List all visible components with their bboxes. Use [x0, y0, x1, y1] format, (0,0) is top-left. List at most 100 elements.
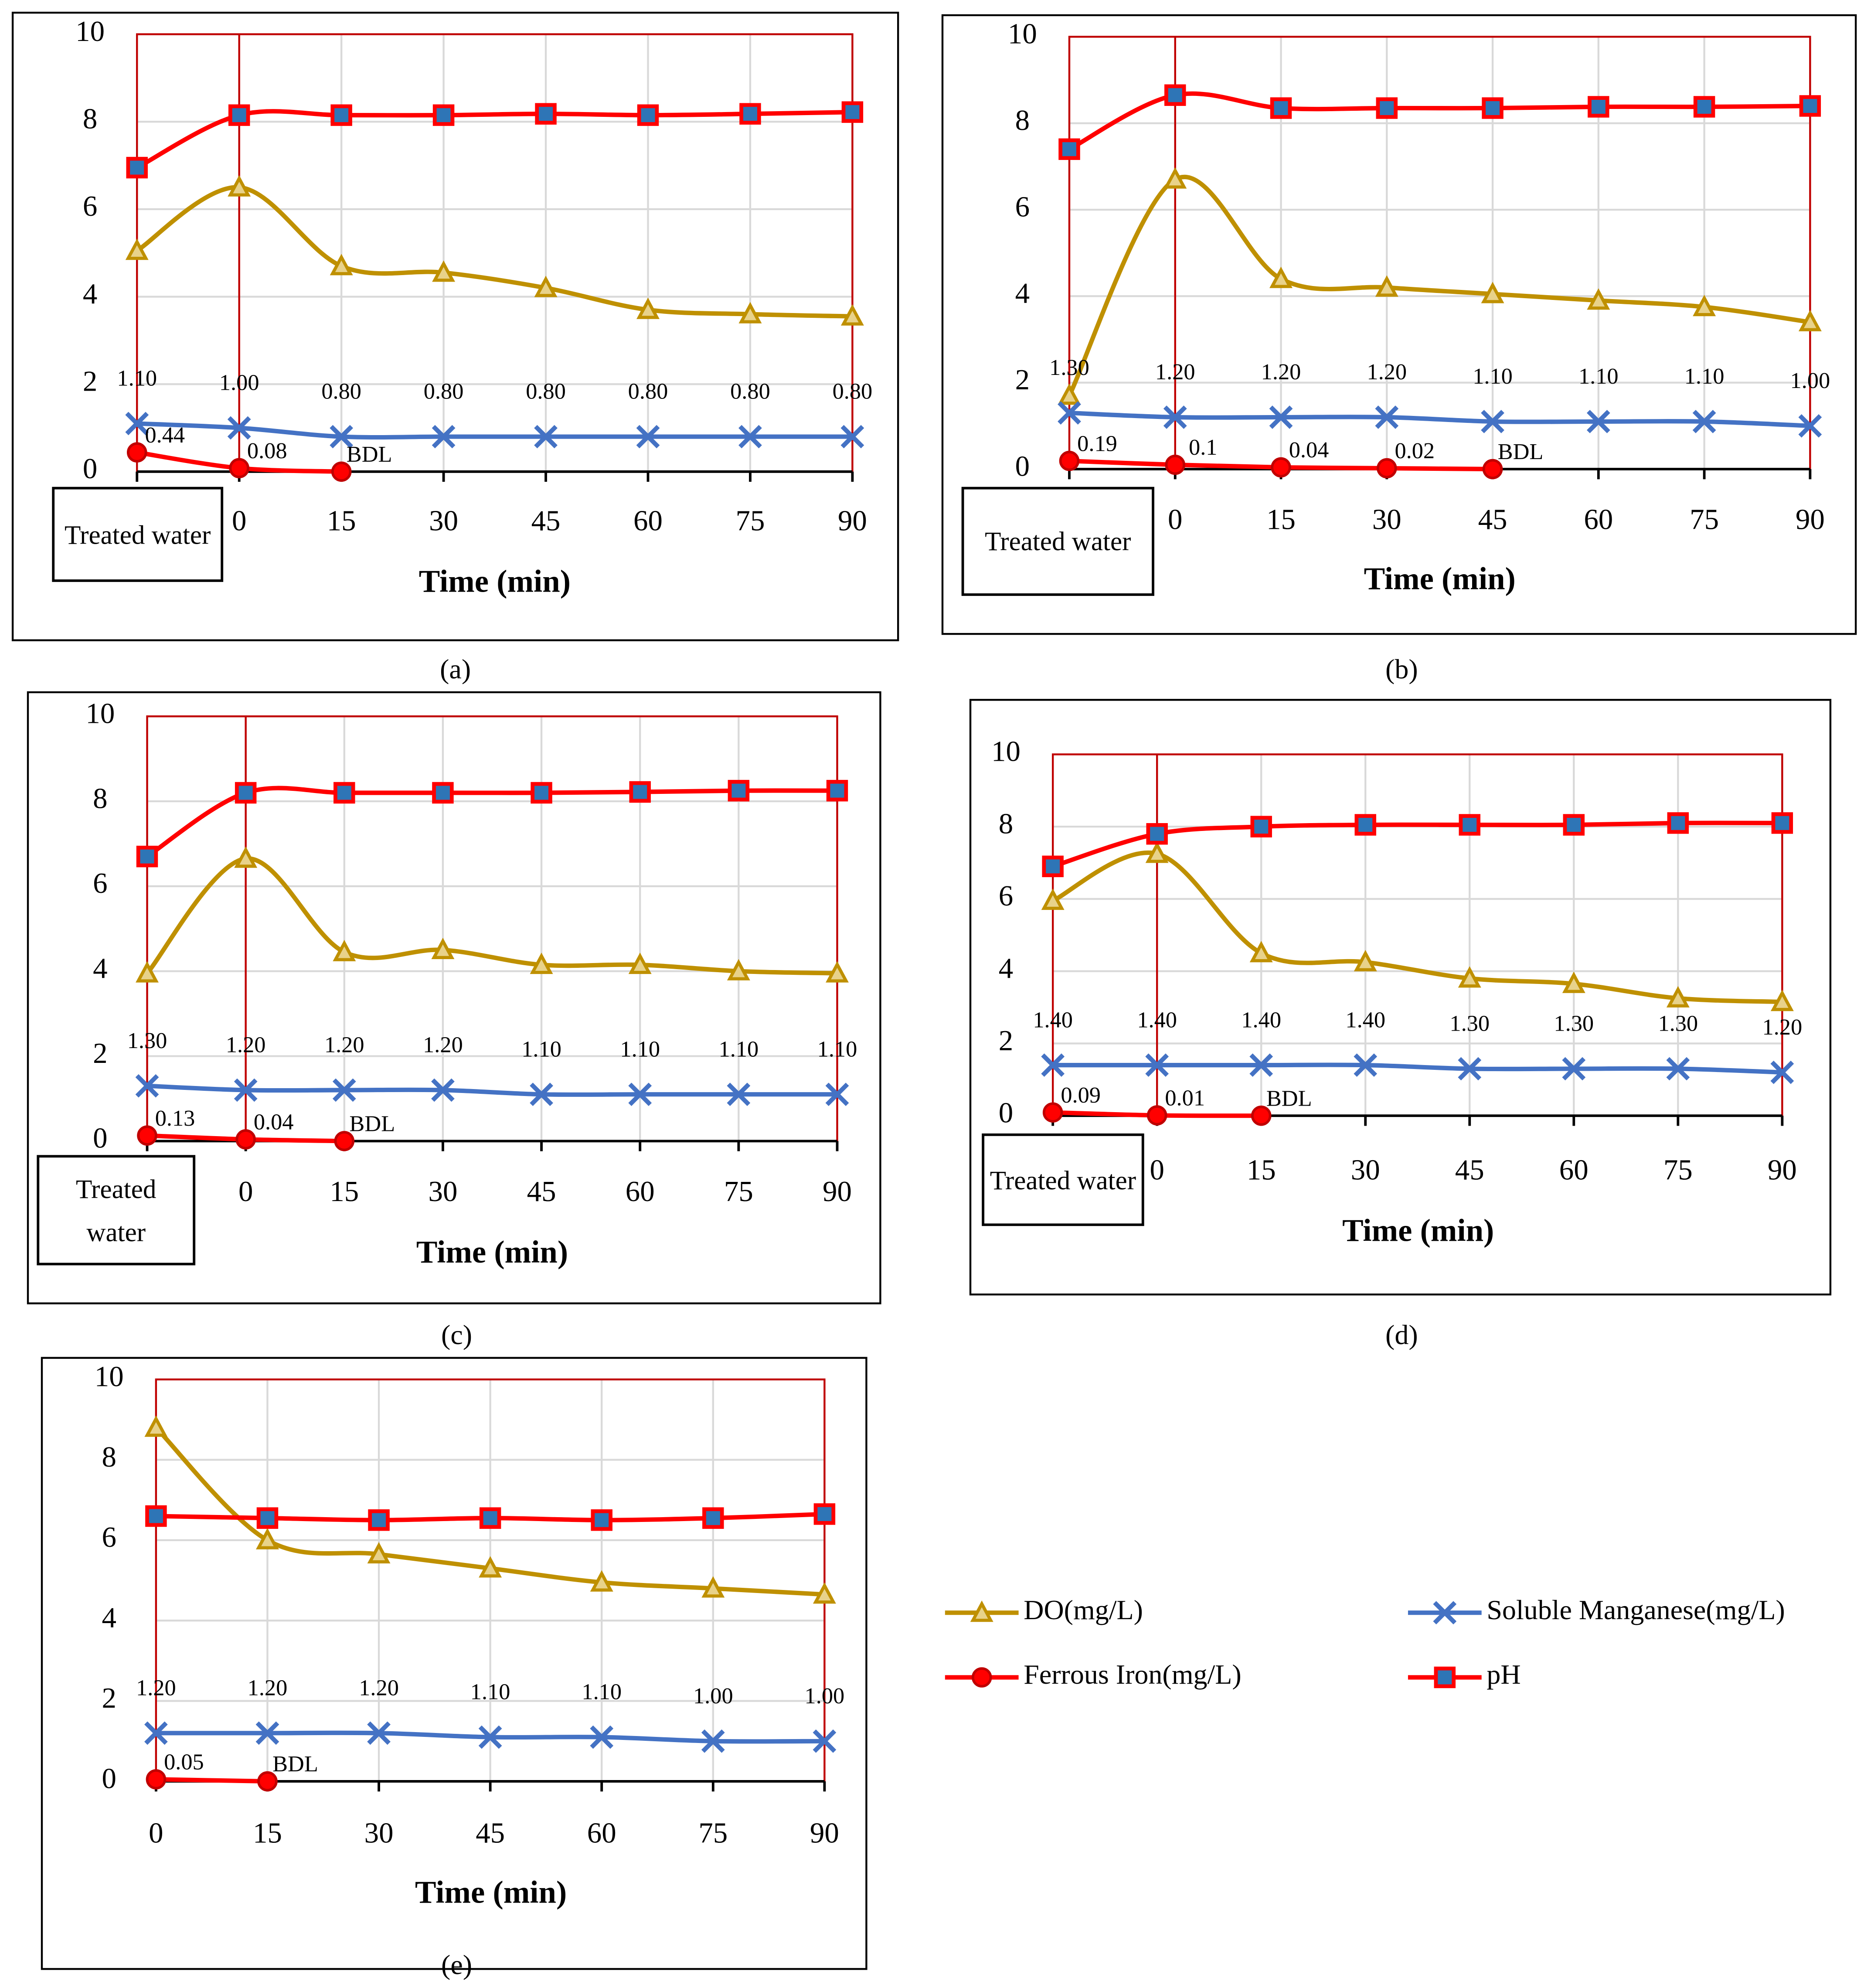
- y-tick-label: 8: [102, 1441, 116, 1473]
- y-tick-label: 2: [999, 1025, 1013, 1057]
- marker-x: [636, 425, 660, 449]
- marker-circle: [1376, 458, 1397, 479]
- marker-x: [1145, 1053, 1169, 1077]
- x-axis-title: Time (min): [1364, 561, 1516, 596]
- legend-label: Soluble Manganese(mg/L): [1487, 1594, 1785, 1625]
- data-label: 1.00: [805, 1683, 845, 1709]
- panel-label: (d): [1385, 1319, 1418, 1350]
- y-tick-label: 8: [999, 807, 1013, 840]
- marker-square: [702, 1507, 724, 1529]
- marker-triangle: [1798, 310, 1822, 331]
- data-label: 1.10: [1684, 364, 1725, 389]
- data-label: 1.10: [470, 1679, 510, 1705]
- marker-square: [1667, 812, 1689, 834]
- x-tick-label: 45: [1478, 504, 1507, 536]
- chart-panel: 0 2 4 6 8 10 Treated water 0 15 30 45 60 75 90 1.10 1.0…: [11, 11, 899, 684]
- marker-square: [1354, 814, 1376, 836]
- x-tick-label: 15: [1247, 1154, 1276, 1186]
- marker-square: [145, 1505, 167, 1527]
- legend-label: pH: [1487, 1659, 1521, 1690]
- data-label: 1.20: [1762, 1014, 1802, 1040]
- x-tick-label: 45: [1455, 1154, 1484, 1186]
- x-tick-label: 60: [626, 1175, 655, 1208]
- marker-square: [1434, 1666, 1456, 1688]
- x-tick-label: Treated water: [75, 1173, 156, 1247]
- x-tick-label: 90: [1796, 504, 1825, 536]
- marker-x: [530, 1083, 553, 1106]
- data-label: BDL: [272, 1751, 318, 1777]
- legend-label: DO(mg/L): [1024, 1594, 1143, 1625]
- marker-x: [1354, 1053, 1378, 1077]
- x-tick-label: Treated water: [64, 519, 211, 550]
- data-label: 1.10: [817, 1036, 857, 1062]
- marker-square: [1058, 138, 1080, 160]
- marker-square: [126, 157, 148, 179]
- marker-square: [1042, 855, 1064, 878]
- data-label: 1.00: [693, 1683, 733, 1709]
- x-tick-label: 90: [838, 504, 867, 537]
- data-label: 1.30: [1049, 355, 1089, 380]
- data-label: 1.30: [1658, 1011, 1698, 1036]
- marker-triangle: [534, 276, 558, 297]
- marker-circle: [334, 1131, 355, 1151]
- data-label: BDL: [349, 1111, 395, 1136]
- marker-circle: [1165, 454, 1186, 475]
- data-label: 1.20: [248, 1675, 288, 1700]
- x-tick-label: 60: [1584, 504, 1613, 536]
- y-tick-label: 6: [93, 867, 107, 899]
- marker-circle: [1042, 1102, 1063, 1123]
- marker-x: [1666, 1057, 1690, 1081]
- marker-x: [135, 1074, 159, 1098]
- data-label: 1.20: [324, 1032, 364, 1058]
- marker-square: [637, 104, 659, 126]
- marker-circle: [1059, 450, 1080, 471]
- category-box-text: Treated water: [64, 519, 211, 550]
- marker-triangle: [256, 1528, 279, 1549]
- marker-triangle: [330, 254, 353, 276]
- marker-x: [628, 1083, 652, 1106]
- marker-triangle: [813, 1582, 836, 1604]
- marker-x: [534, 425, 558, 449]
- marker-square: [1146, 823, 1168, 845]
- x-tick-label: 30: [428, 1175, 457, 1208]
- marker-triangle: [144, 1415, 168, 1437]
- marker-x: [1481, 410, 1504, 433]
- marker-square: [739, 103, 761, 125]
- category-box-text: Treated water: [985, 526, 1131, 557]
- x-tick-label: 75: [698, 1817, 728, 1849]
- marker-circle: [1271, 457, 1291, 478]
- marker-square: [330, 104, 352, 126]
- marker-triangle: [228, 175, 251, 197]
- marker-triangle: [1269, 266, 1293, 288]
- x-tick-label: 75: [1663, 1154, 1693, 1186]
- x-tick-label: 0: [149, 1817, 163, 1849]
- marker-square: [136, 845, 158, 868]
- data-label: 1.00: [219, 370, 259, 395]
- data-label: 0.01: [1165, 1085, 1205, 1110]
- x-tick-label: 60: [587, 1817, 616, 1849]
- marker-triangle: [590, 1570, 613, 1592]
- data-label: BDL: [347, 442, 392, 467]
- data-label: 1.10: [117, 366, 157, 391]
- category-box: [52, 487, 224, 582]
- series-line: [147, 1083, 837, 1097]
- x-tick-label: 0: [1150, 1154, 1164, 1186]
- marker-square: [591, 1509, 612, 1531]
- marker-x: [727, 1083, 751, 1106]
- y-tick-label: 10: [991, 735, 1021, 768]
- marker-x: [432, 425, 456, 449]
- data-label: 0.04: [1289, 437, 1329, 463]
- x-axis-title: Time (min): [1342, 1212, 1494, 1248]
- x-tick-label: Treated water: [985, 526, 1131, 557]
- x-tick-label: 30: [1351, 1154, 1380, 1186]
- panel-label: (b): [1385, 654, 1418, 684]
- data-label: 1.30: [1554, 1011, 1594, 1036]
- marker-x: [1586, 410, 1610, 433]
- data-label: 1.20: [1367, 359, 1407, 385]
- marker-circle: [126, 442, 147, 463]
- data-label: 1.10: [719, 1036, 759, 1062]
- data-label: 0.05: [164, 1749, 204, 1774]
- x-tick-label: 0: [238, 1175, 253, 1208]
- y-tick-label: 2: [93, 1037, 107, 1069]
- marker-x: [1058, 401, 1081, 425]
